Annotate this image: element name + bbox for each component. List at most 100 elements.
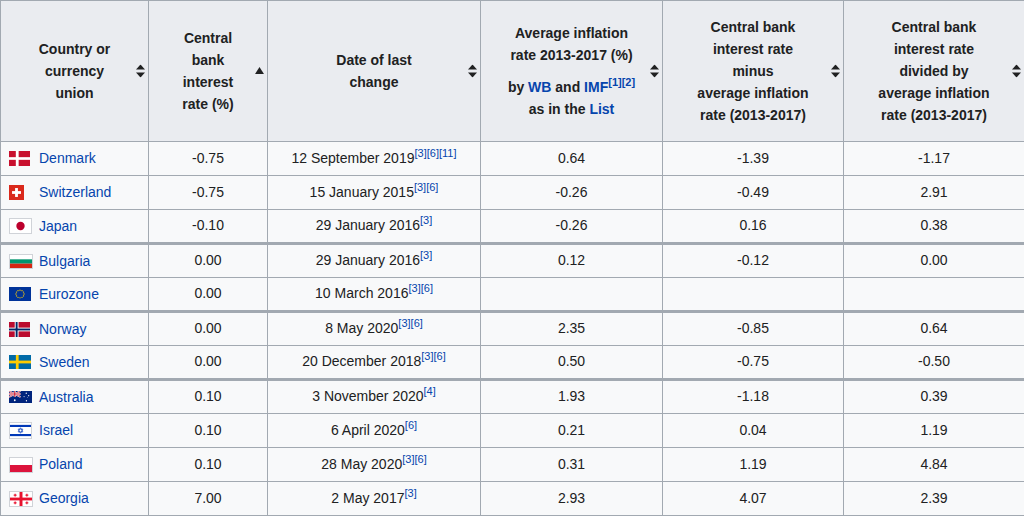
header-row: Country orcurrencyunionCentralbankintere… xyxy=(1,1,1024,142)
flag-switzerland-icon xyxy=(9,185,34,200)
flag-japan-icon xyxy=(9,218,34,234)
sort-both-icon xyxy=(468,65,477,78)
date-cell: 2 May 2017[3] xyxy=(268,482,481,516)
reference-link[interactable]: [3] xyxy=(414,147,426,159)
reference-link[interactable]: [6] xyxy=(427,147,439,159)
reference-link[interactable]: [6] xyxy=(421,283,433,295)
rate-cell: 0.10 xyxy=(149,414,268,448)
reference-link[interactable]: [6] xyxy=(414,453,426,465)
divided-cell: 2.91 xyxy=(844,176,1024,210)
reference-link[interactable]: [3] xyxy=(402,453,414,465)
minus-cell: -1.39 xyxy=(663,142,844,176)
header-text: divided by xyxy=(859,60,1009,82)
country-link[interactable]: Israel xyxy=(39,422,73,438)
header-text: bank xyxy=(164,49,252,71)
minus-cell: -0.49 xyxy=(663,176,844,210)
list-link[interactable]: List xyxy=(589,101,614,117)
table-row: Japan-0.1029 January 2016[3]-0.260.160.3… xyxy=(1,210,1024,244)
reference-link[interactable]: [3] xyxy=(414,181,426,193)
reference-link[interactable]: [3] xyxy=(408,283,420,295)
date-text: 28 May 2020 xyxy=(321,456,402,472)
country-link[interactable]: Sweden xyxy=(39,354,90,370)
column-label: Central bankinterest rateminusaverage in… xyxy=(678,16,828,126)
rate-cell: 0.10 xyxy=(149,380,268,414)
reference-link[interactable]: [3] xyxy=(404,487,416,499)
flag-bulgaria-icon xyxy=(9,254,34,269)
minus-cell: 1.19 xyxy=(663,448,844,482)
divided-cell: 0.64 xyxy=(844,312,1024,346)
table-row: Australia0.103 November 2020[4]1.93-1.18… xyxy=(1,380,1024,414)
country-link[interactable]: Norway xyxy=(39,321,86,337)
rate-cell: 0.00 xyxy=(149,312,268,346)
column-label: Date of lastchange xyxy=(283,49,465,93)
rate-cell: 0.00 xyxy=(149,346,268,380)
flag-norway-icon xyxy=(9,322,34,337)
column-label: Centralbankinterestrate (%) xyxy=(164,27,252,115)
table-row: Georgia7.002 May 2017[3]2.934.072.39 xyxy=(1,482,1024,516)
divided-cell xyxy=(844,278,1024,312)
header-references: [1][2] xyxy=(608,76,635,88)
table-row: Denmark-0.7512 September 2019[3][6][11]0… xyxy=(1,142,1024,176)
country-link[interactable]: Australia xyxy=(39,389,93,405)
column-header-inflation[interactable]: Average inflationrate 2013-2017 (%)by WB… xyxy=(481,1,663,142)
country-cell: Australia xyxy=(1,380,149,414)
reference-link[interactable]: [11] xyxy=(439,147,457,159)
country-link[interactable]: Switzerland xyxy=(39,184,111,200)
flag-eurozone-icon xyxy=(9,287,34,301)
date-cell: 10 March 2016[3][6] xyxy=(268,278,481,312)
rate-cell: 0.10 xyxy=(149,448,268,482)
inflation-cell: -0.26 xyxy=(481,210,663,244)
column-header-rate[interactable]: Centralbankinterestrate (%) xyxy=(149,1,268,142)
column-header-date[interactable]: Date of lastchange xyxy=(268,1,481,142)
reference-link[interactable]: [3] xyxy=(420,250,432,262)
reference-link[interactable]: [6] xyxy=(426,181,438,193)
date-references: [3][6] xyxy=(414,181,438,193)
date-cell: 3 November 2020[4] xyxy=(268,380,481,414)
country-link[interactable]: Bulgaria xyxy=(39,253,90,269)
date-cell: 20 December 2018[3][6] xyxy=(268,346,481,380)
imf-link[interactable]: IMF xyxy=(584,79,608,95)
reference-link[interactable]: [3] xyxy=(398,318,410,330)
reference-link[interactable]: [4] xyxy=(424,386,436,398)
table-row: Israel0.106 April 2020[6]0.210.041.19 xyxy=(1,414,1024,448)
header-text: rate (2013-2017) xyxy=(678,104,828,126)
header-text: interest xyxy=(164,71,252,93)
date-cell: 28 May 2020[3][6] xyxy=(268,448,481,482)
date-cell: 15 January 2015[3][6] xyxy=(268,176,481,210)
header-text: minus xyxy=(678,60,828,82)
sort-both-icon xyxy=(831,65,840,78)
country-link[interactable]: Eurozone xyxy=(39,286,99,302)
table-body: Denmark-0.7512 September 2019[3][6][11]0… xyxy=(1,142,1024,516)
column-header-minus[interactable]: Central bankinterest rateminusaverage in… xyxy=(663,1,844,142)
country-link[interactable]: Georgia xyxy=(39,490,89,506)
divided-cell: 4.84 xyxy=(844,448,1024,482)
header-text: interest rate xyxy=(859,38,1009,60)
wb-link[interactable]: WB xyxy=(528,79,551,95)
date-references: [3][6] xyxy=(421,351,445,363)
header-text: average inflation xyxy=(678,82,828,104)
reference-link[interactable]: [6] xyxy=(411,318,423,330)
reference-link[interactable]: [6] xyxy=(405,419,417,431)
sort-ascending-icon xyxy=(255,67,264,75)
reference-link[interactable]: [3] xyxy=(421,351,433,363)
country-cell: Norway xyxy=(1,312,149,346)
reference-link[interactable]: [1][2] xyxy=(608,76,635,88)
column-header-divided[interactable]: Central bankinterest ratedivided byavera… xyxy=(844,1,1024,142)
table-header: Country orcurrencyunionCentralbankintere… xyxy=(1,1,1024,142)
reference-link[interactable]: [3] xyxy=(420,215,432,227)
date-text: 29 January 2016 xyxy=(316,217,420,233)
rate-cell: 0.00 xyxy=(149,244,268,278)
country-link[interactable]: Poland xyxy=(39,456,83,472)
country-cell: Denmark xyxy=(1,142,149,176)
reference-link[interactable]: [6] xyxy=(434,351,446,363)
minus-cell xyxy=(663,278,844,312)
country-cell: Japan xyxy=(1,210,149,244)
date-references: [3][6][11] xyxy=(414,147,456,159)
column-label: Central bankinterest ratedivided byavera… xyxy=(859,16,1009,126)
divided-cell: -1.17 xyxy=(844,142,1024,176)
column-header-country[interactable]: Country orcurrencyunion xyxy=(1,1,149,142)
header-text: average inflation xyxy=(859,82,1009,104)
country-link[interactable]: Denmark xyxy=(39,150,96,166)
minus-cell: -0.75 xyxy=(663,346,844,380)
country-link[interactable]: Japan xyxy=(39,218,77,234)
